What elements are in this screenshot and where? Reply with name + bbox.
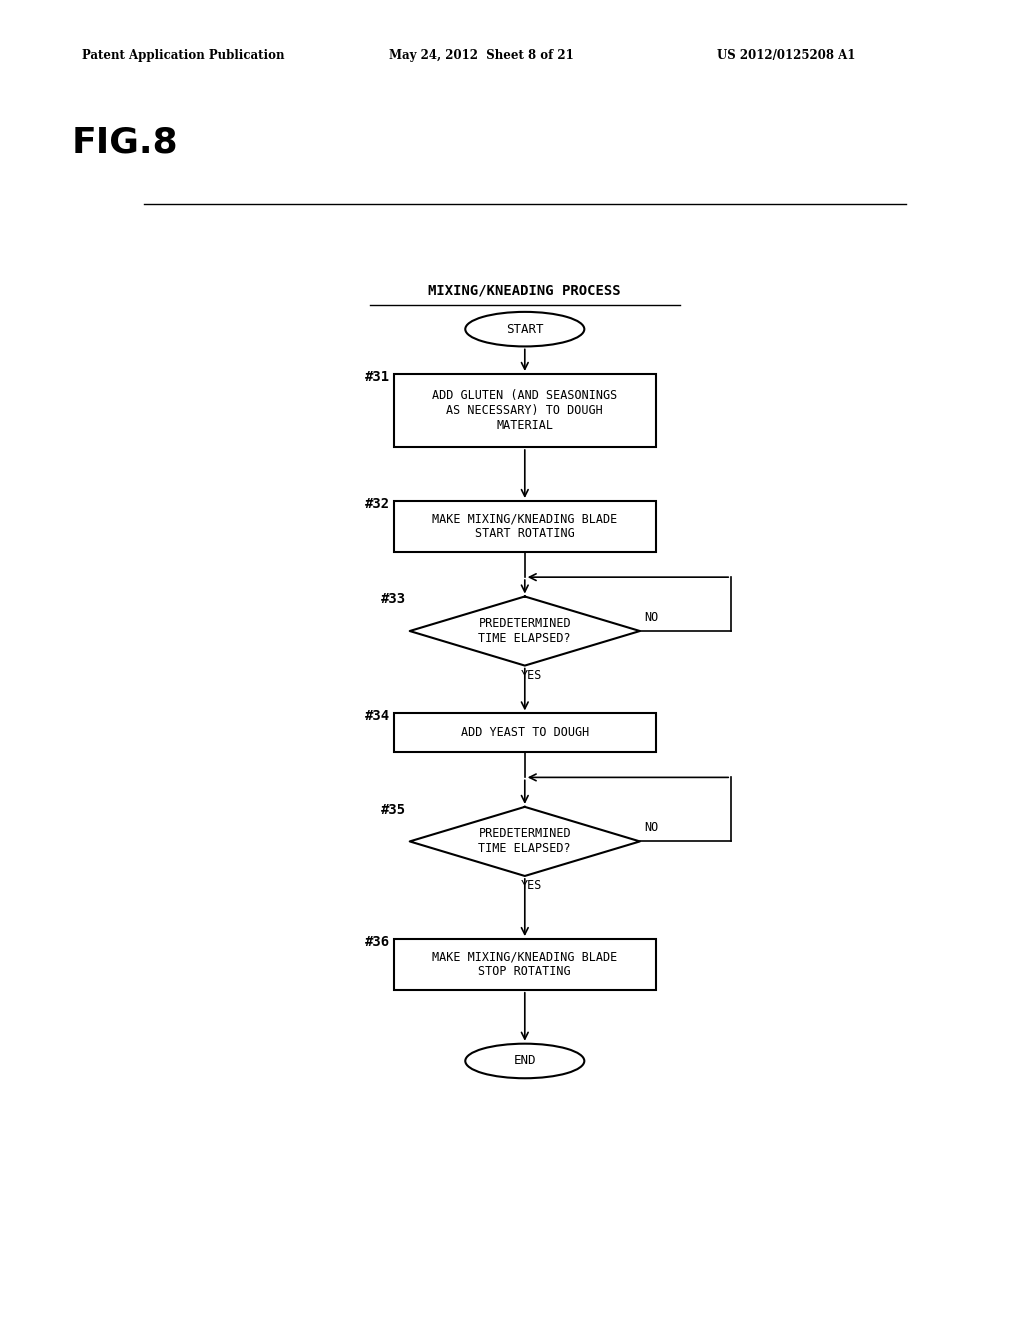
- Text: END: END: [514, 1055, 536, 1068]
- Text: PREDETERMINED
TIME ELAPSED?: PREDETERMINED TIME ELAPSED?: [478, 828, 571, 855]
- Text: MAKE MIXING/KNEADING BLADE
STOP ROTATING: MAKE MIXING/KNEADING BLADE STOP ROTATING: [432, 950, 617, 978]
- Text: START: START: [506, 322, 544, 335]
- Text: FIG.8: FIG.8: [72, 125, 178, 160]
- Text: #32: #32: [365, 496, 390, 511]
- Text: May 24, 2012  Sheet 8 of 21: May 24, 2012 Sheet 8 of 21: [389, 49, 573, 62]
- Text: NO: NO: [644, 611, 658, 624]
- Text: MIXING/KNEADING PROCESS: MIXING/KNEADING PROCESS: [428, 284, 622, 297]
- Bar: [394, 939, 655, 990]
- Text: #33: #33: [381, 593, 406, 606]
- Text: PREDETERMINED
TIME ELAPSED?: PREDETERMINED TIME ELAPSED?: [478, 616, 571, 645]
- Text: #31: #31: [365, 370, 390, 384]
- Text: US 2012/0125208 A1: US 2012/0125208 A1: [717, 49, 855, 62]
- Text: YES: YES: [520, 879, 542, 892]
- Text: #35: #35: [381, 803, 406, 817]
- Text: NO: NO: [644, 821, 658, 834]
- Text: MAKE MIXING/KNEADING BLADE
START ROTATING: MAKE MIXING/KNEADING BLADE START ROTATIN…: [432, 512, 617, 540]
- Text: ADD GLUTEN (AND SEASONINGS
AS NECESSARY) TO DOUGH
MATERIAL: ADD GLUTEN (AND SEASONINGS AS NECESSARY)…: [432, 389, 617, 432]
- Bar: [394, 374, 655, 447]
- Text: Patent Application Publication: Patent Application Publication: [82, 49, 285, 62]
- Text: YES: YES: [520, 669, 542, 681]
- Text: #34: #34: [365, 709, 390, 723]
- Text: ADD YEAST TO DOUGH: ADD YEAST TO DOUGH: [461, 726, 589, 739]
- Bar: [394, 500, 655, 552]
- Text: #36: #36: [365, 935, 390, 949]
- Bar: [394, 713, 655, 752]
